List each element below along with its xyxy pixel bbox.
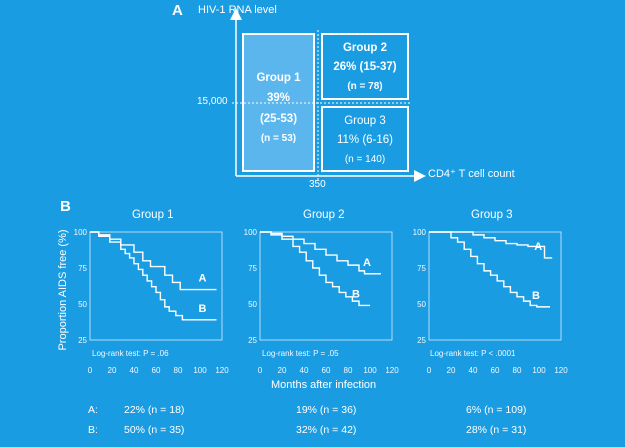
chart3-y-tick-50: 50 <box>417 300 426 309</box>
footer-row-b-label: B: <box>88 424 98 436</box>
footer-row-b-group2: 32% (n = 42) <box>296 424 356 436</box>
chart3-annotation: Log-rank test: P < .0001 <box>430 349 515 358</box>
footer-row-b-group3: 28% (n = 31) <box>466 424 526 436</box>
chart3-x-tick-40: 40 <box>469 366 478 375</box>
chart3-x-tick-80: 80 <box>513 366 522 375</box>
chart3-x-tick-100: 100 <box>532 366 546 375</box>
footer-row-a-group2: 19% (n = 36) <box>296 404 356 416</box>
chart3-x-tick-120: 120 <box>554 366 568 375</box>
chart3-x-tick-60: 60 <box>491 366 500 375</box>
footer-row-a-group1: 22% (n = 18) <box>124 404 184 416</box>
chart3-x-tick-0: 0 <box>427 366 432 375</box>
footer-row-b-group1: 50% (n = 35) <box>124 424 184 436</box>
chart3-label-B: B <box>532 290 540 302</box>
footer-row-a-label: A: <box>88 404 98 416</box>
chart3-y-tick-25: 25 <box>417 336 426 345</box>
footer-row-a-group3: 6% (n = 109) <box>466 404 526 416</box>
chart3-y-tick-75: 75 <box>417 264 426 273</box>
chart3-label-A: A <box>534 241 542 253</box>
chart3-x-tick-20: 20 <box>447 366 456 375</box>
chart3-y-tick-100: 100 <box>413 228 427 237</box>
